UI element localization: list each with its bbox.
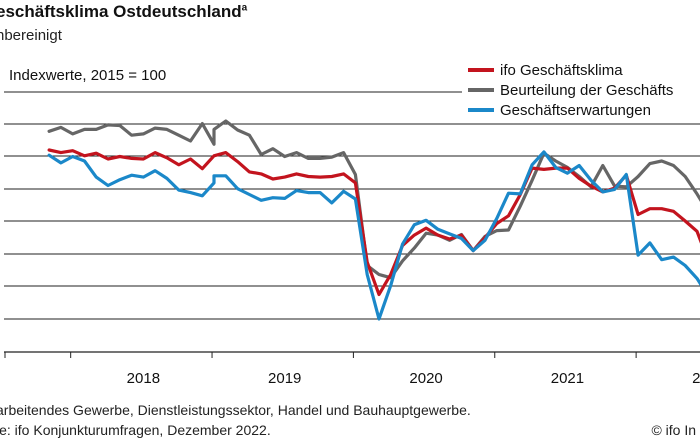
title-footnote-marker: a bbox=[241, 2, 248, 14]
x-tick-label-2022: 2022 bbox=[692, 370, 700, 387]
legend: ifo Geschäftsklima Beurteilung der Geschä… bbox=[462, 58, 700, 120]
x-axis: 2018 2019 2020 2021 2022 bbox=[4, 351, 700, 387]
series-line-erwartungen bbox=[47, 150, 700, 321]
annotation-background bbox=[2, 58, 252, 90]
chart-subtitle: nbereinigt bbox=[0, 27, 62, 44]
legend-label-beurteilung: Beurteilung der Geschäfts bbox=[500, 82, 673, 99]
x-tick-label-2019: 2019 bbox=[268, 370, 301, 387]
series-lines bbox=[47, 119, 700, 321]
legend-label-klima: ifo Geschäftsklima bbox=[500, 62, 623, 79]
x-tick-label-2021: 2021 bbox=[551, 370, 584, 387]
footnote-source: le: ifo Konjunkturumfragen, Dezember 202… bbox=[0, 422, 271, 438]
legend-label-erwartungen: Geschäftserwartungen bbox=[500, 102, 651, 119]
y-axis-annotation: Indexwerte, 2015 = 100 bbox=[9, 67, 166, 84]
copyright: © ifo In bbox=[651, 422, 696, 438]
footnote-note: arbeitendes Gewerbe, Dienstleistungssekt… bbox=[0, 402, 471, 418]
x-tick-label-2018: 2018 bbox=[127, 370, 160, 387]
x-tick-label-2020: 2020 bbox=[409, 370, 442, 387]
chart-title: eschäftsklima Ostdeutschlanda bbox=[0, 2, 248, 21]
legend-background bbox=[462, 58, 700, 120]
